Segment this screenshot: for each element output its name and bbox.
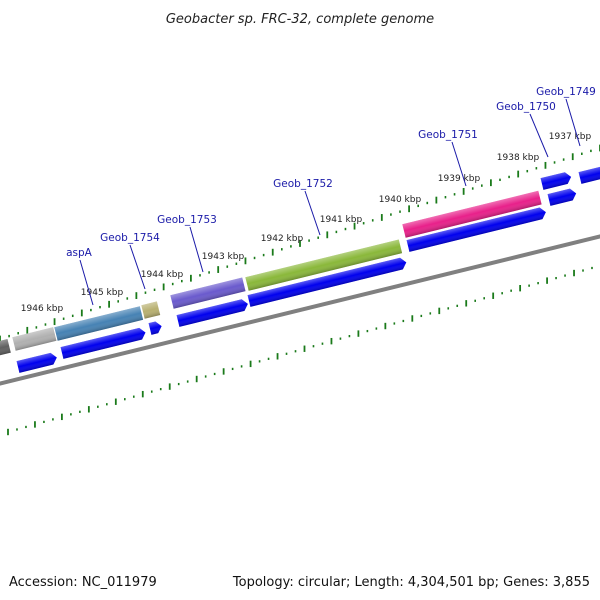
genome-stats-text: Topology: circular; Length: 4,304,501 bp… (232, 575, 590, 590)
cds-arrow (60, 327, 146, 359)
gene-label[interactable]: Geob_1751 (418, 129, 478, 141)
cds-arrow (148, 321, 162, 335)
map-title: Geobacter sp. FRC-32, complete genome (166, 12, 434, 27)
cds-arrow (247, 257, 407, 307)
scale-label: 1946 kbp (21, 304, 64, 314)
gene-block-geob-1751 (402, 190, 542, 238)
scale-label: 1945 kbp (81, 288, 124, 298)
cds-arrow (547, 188, 577, 206)
gene-block-geob-1754 (54, 306, 144, 341)
gene-label[interactable]: Geob_1752 (273, 178, 333, 190)
scale-label: 1944 kbp (141, 270, 184, 280)
gene-label[interactable]: Geob_1754 (100, 232, 160, 244)
label-leader-line (529, 113, 549, 158)
cds-arrow (176, 299, 248, 327)
scale-label: 1938 kbp (497, 153, 540, 163)
cds-arrow (16, 352, 57, 373)
gene-label-leaders: Geob_1749 Geob_1750 Geob_1751 Geob_1752 Geob… (66, 86, 596, 306)
scale-label: 1937 kbp (549, 132, 592, 142)
gc-skew-ticks (0, 144, 600, 436)
label-leader-line (79, 259, 94, 306)
gene-block-geob-1753 (170, 277, 246, 309)
scale-label: 1940 kbp (379, 195, 422, 205)
cds-arrow (578, 166, 600, 184)
label-leader-line (129, 244, 146, 290)
gene-label[interactable]: Geob_1753 (157, 214, 217, 226)
gene-block-geob-1752 (245, 239, 403, 291)
gene-label[interactable]: Geob_1749 (536, 86, 596, 98)
gene-block-unnamed (0, 339, 11, 360)
scale-label: 1943 kbp (202, 252, 245, 262)
forward-strand-genes (0, 190, 542, 360)
scale-label: 1941 kbp (320, 215, 363, 225)
gene-label[interactable]: aspA (66, 247, 93, 259)
gene-block-aspa (141, 301, 161, 319)
label-leader-line (451, 141, 467, 187)
gene-label[interactable]: Geob_1750 (496, 101, 556, 113)
label-leader-line (304, 190, 321, 236)
cds-arrow (540, 172, 572, 190)
scale-ticks: 1937 kbp 1938 kbp 1939 kbp 1940 kbp 1941 kbp… (21, 132, 592, 314)
scale-label: 1939 kbp (438, 174, 481, 184)
backbone-ring (0, 234, 600, 386)
scale-label: 1942 kbp (261, 234, 304, 244)
reverse-strand-genes (16, 166, 600, 373)
label-leader-line (565, 98, 581, 147)
label-leader-line (189, 226, 204, 273)
accession-text: Accession: NC_011979 (9, 575, 157, 590)
cds-arrow (406, 207, 546, 252)
gene-block-unnamed (12, 327, 57, 351)
